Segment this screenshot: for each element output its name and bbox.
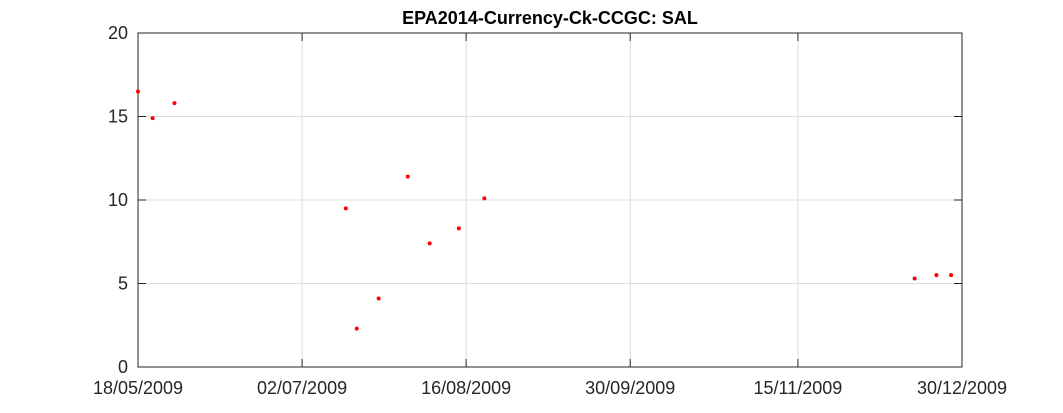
- y-tick-label: 20: [108, 23, 128, 43]
- x-tick-label: 30/09/2009: [585, 378, 675, 398]
- data-point: [172, 101, 177, 106]
- data-point: [405, 174, 410, 179]
- data-point: [376, 296, 381, 301]
- x-tick-label: 15/11/2009: [754, 378, 843, 398]
- grid: [138, 33, 962, 367]
- data-point: [354, 326, 359, 331]
- y-tick-label: 15: [108, 107, 128, 127]
- data-point: [934, 273, 939, 278]
- data-point: [482, 196, 487, 201]
- y-tick-label: 5: [118, 274, 128, 294]
- data-point: [136, 89, 140, 94]
- data-point: [427, 241, 432, 246]
- x-tick-label: 16/08/2009: [421, 378, 511, 398]
- x-tick-label: 18/05/2009: [93, 378, 183, 398]
- axis-ticks: [137, 32, 963, 368]
- y-tick-label: 10: [108, 190, 128, 210]
- data-point: [912, 276, 917, 281]
- data-point: [456, 226, 461, 231]
- data-point: [343, 206, 348, 211]
- tick-labels: 18/05/2009 02/07/2009 16/08/2009 30/09/2009…: [93, 23, 1007, 398]
- chart-title: EPA2014-Currency-Ck-CCGC: SAL: [402, 8, 698, 28]
- x-tick-label: 30/12/2009: [917, 378, 1007, 398]
- data-point: [150, 116, 155, 121]
- data-points: [136, 89, 954, 331]
- data-point: [949, 273, 954, 278]
- x-tick-label: 02/07/2009: [257, 378, 347, 398]
- y-tick-label: 0: [118, 357, 128, 377]
